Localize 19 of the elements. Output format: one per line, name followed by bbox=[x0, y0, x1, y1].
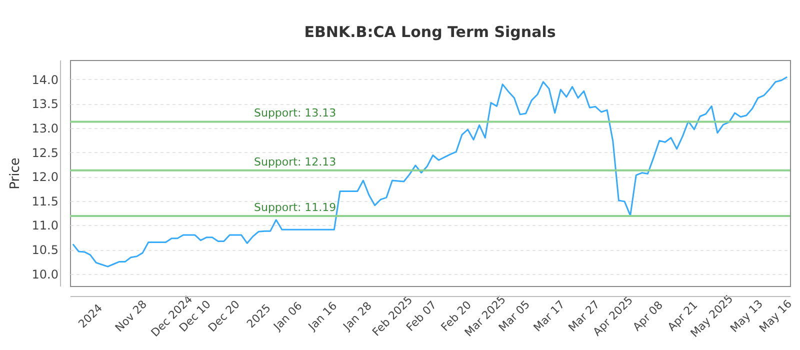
x-tick-label: Jan 06 bbox=[270, 299, 305, 334]
line-series bbox=[72, 76, 788, 268]
chart-title: EBNK.B:CA Long Term Signals bbox=[304, 23, 556, 41]
ref-line-label: Support: 13.13 bbox=[254, 106, 336, 120]
x-tick-label: Mar 17 bbox=[531, 298, 568, 334]
y-tick-label: 10.0 bbox=[32, 267, 58, 282]
ref-line-label: Support: 11.19 bbox=[254, 201, 336, 214]
y-tick-label: 14.0 bbox=[32, 72, 58, 87]
y-tick-label: 13.0 bbox=[32, 122, 58, 136]
x-tick-label: Nov 28 bbox=[112, 298, 150, 335]
y-axis-title: Price bbox=[8, 158, 23, 190]
ref-line-label: Support: 12.13 bbox=[254, 155, 336, 168]
y-tick-label: 10.5 bbox=[32, 243, 58, 258]
x-tick-label: Jan 16 bbox=[305, 299, 340, 334]
y-tick-label: 13.5 bbox=[32, 97, 58, 112]
y-tick-label: 12.5 bbox=[32, 146, 58, 160]
y-tick-label: 11.0 bbox=[32, 218, 58, 233]
y-tick-label: 11.5 bbox=[32, 194, 58, 208]
y-tick-label: 12.0 bbox=[32, 170, 58, 184]
